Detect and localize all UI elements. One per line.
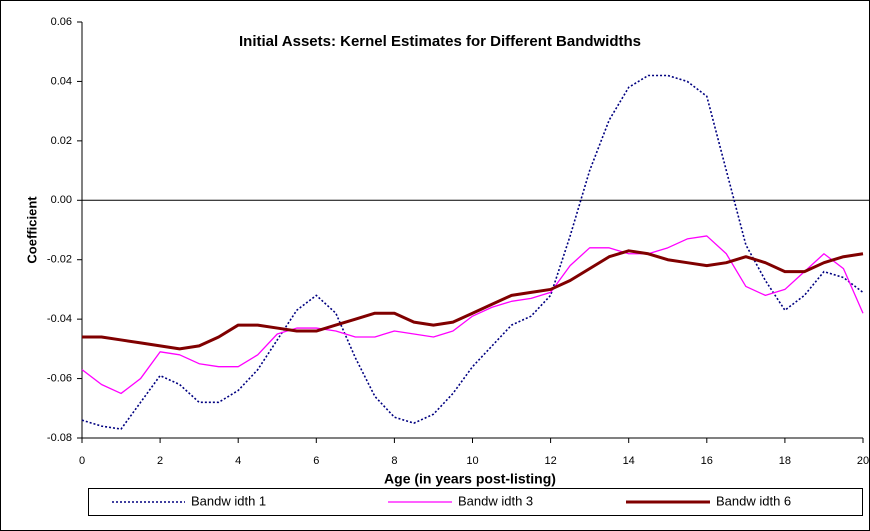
legend-label: Bandw idth 1 <box>191 493 266 508</box>
y-tick-label: -0.02 <box>47 254 72 266</box>
x-tick-label: 6 <box>313 455 319 467</box>
y-axis-label: Coefficient <box>24 196 39 264</box>
x-tick-label: 14 <box>623 455 635 467</box>
x-tick-label: 20 <box>857 455 869 467</box>
x-tick-label: 2 <box>157 455 163 467</box>
series-line <box>82 249 864 351</box>
x-tick-label: 18 <box>779 455 791 467</box>
y-tick-label: 0.06 <box>51 16 72 28</box>
legend-box <box>88 488 863 516</box>
x-tick-label: 8 <box>391 455 397 467</box>
legend-label: Bandw idth 3 <box>458 493 533 508</box>
legend-label: Bandw idth 6 <box>716 493 791 508</box>
chart-title: Initial Assets: Kernel Estimates for Dif… <box>239 33 641 50</box>
x-tick-label: 0 <box>79 455 85 467</box>
series-line <box>81 235 864 395</box>
x-tick-label: 16 <box>701 455 713 467</box>
x-tick-label: 12 <box>544 455 556 467</box>
y-tick-label: -0.08 <box>47 432 72 444</box>
x-axis-label: Age (in years post-listing) <box>384 471 556 487</box>
x-tick-label: 4 <box>235 455 241 467</box>
y-tick-label: 0.00 <box>51 194 72 206</box>
y-tick-label: 0.02 <box>51 135 72 147</box>
y-tick-label: 0.04 <box>51 75 72 87</box>
y-tick-label: -0.06 <box>47 372 72 384</box>
y-tick-label: -0.04 <box>47 313 72 325</box>
x-tick-label: 10 <box>466 455 478 467</box>
